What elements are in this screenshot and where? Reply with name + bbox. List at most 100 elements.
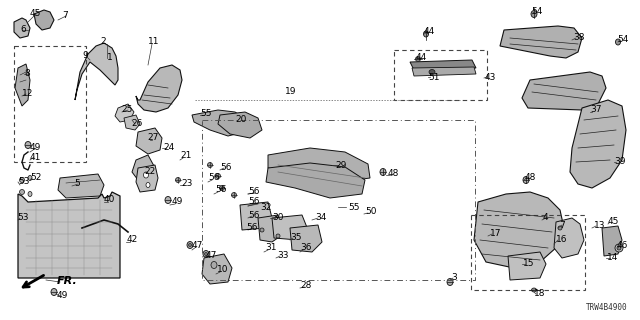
Text: 18: 18: [534, 290, 545, 299]
Ellipse shape: [558, 226, 562, 230]
Ellipse shape: [216, 173, 221, 179]
Polygon shape: [192, 110, 248, 136]
Text: 45: 45: [30, 10, 42, 19]
Ellipse shape: [207, 163, 212, 167]
Text: 52: 52: [30, 173, 42, 182]
Text: 31: 31: [265, 244, 276, 252]
Ellipse shape: [28, 191, 32, 196]
Text: 54: 54: [531, 7, 542, 17]
Text: 25: 25: [121, 106, 132, 115]
Polygon shape: [136, 165, 158, 192]
Text: 30: 30: [272, 213, 284, 222]
Ellipse shape: [28, 220, 32, 225]
Text: 13: 13: [594, 221, 605, 230]
Text: 55: 55: [348, 203, 360, 212]
Ellipse shape: [429, 69, 435, 75]
Text: 39: 39: [614, 157, 625, 166]
Text: 49: 49: [57, 292, 68, 300]
Text: 42: 42: [127, 236, 138, 244]
Text: 47: 47: [206, 251, 218, 260]
Polygon shape: [58, 174, 104, 198]
Text: 23: 23: [181, 179, 193, 188]
Text: 20: 20: [235, 116, 246, 124]
Ellipse shape: [380, 169, 386, 175]
Text: 53: 53: [17, 213, 29, 222]
Text: 14: 14: [607, 252, 618, 261]
Text: 26: 26: [131, 118, 142, 127]
Text: 27: 27: [147, 133, 158, 142]
Ellipse shape: [415, 57, 420, 61]
Ellipse shape: [232, 193, 237, 197]
Text: 4: 4: [543, 213, 548, 222]
Polygon shape: [115, 104, 134, 122]
Text: TRW4B4900: TRW4B4900: [586, 303, 628, 312]
Text: 44: 44: [416, 52, 428, 61]
Polygon shape: [410, 60, 476, 70]
Text: 48: 48: [525, 173, 536, 182]
Text: 56: 56: [248, 197, 259, 206]
Text: 56: 56: [248, 211, 259, 220]
Polygon shape: [570, 100, 626, 188]
Text: 16: 16: [556, 236, 568, 244]
Ellipse shape: [187, 242, 193, 249]
Polygon shape: [266, 163, 365, 198]
Polygon shape: [474, 192, 564, 268]
Text: 48: 48: [388, 170, 399, 179]
Text: 8: 8: [24, 69, 29, 78]
Ellipse shape: [51, 289, 57, 295]
Polygon shape: [412, 67, 476, 76]
Text: 44: 44: [424, 28, 435, 36]
Bar: [471, 215, 585, 290]
Text: 36: 36: [300, 244, 312, 252]
Polygon shape: [602, 226, 622, 256]
Ellipse shape: [424, 31, 429, 37]
Ellipse shape: [203, 251, 209, 258]
Polygon shape: [202, 254, 232, 284]
Ellipse shape: [146, 182, 150, 188]
Text: 10: 10: [217, 266, 228, 275]
Text: 3: 3: [451, 274, 457, 283]
Polygon shape: [14, 18, 30, 38]
Bar: [14, 46, 86, 162]
Ellipse shape: [617, 246, 621, 250]
Text: 56: 56: [246, 223, 257, 233]
Ellipse shape: [175, 178, 180, 182]
Text: 11: 11: [148, 37, 159, 46]
Polygon shape: [75, 43, 118, 100]
Text: 45: 45: [608, 218, 620, 227]
Ellipse shape: [28, 175, 32, 180]
Ellipse shape: [447, 278, 453, 285]
Text: 55: 55: [200, 108, 211, 117]
Text: 56: 56: [208, 173, 220, 182]
Text: 41: 41: [30, 153, 42, 162]
Text: 24: 24: [163, 143, 174, 153]
Ellipse shape: [205, 252, 207, 255]
Ellipse shape: [165, 196, 171, 204]
Text: FR.: FR.: [57, 276, 77, 286]
Text: 21: 21: [180, 150, 191, 159]
Text: 9: 9: [82, 51, 88, 60]
Text: 7: 7: [559, 220, 564, 229]
Text: 2: 2: [100, 37, 106, 46]
Polygon shape: [34, 10, 54, 30]
Polygon shape: [554, 218, 584, 258]
Text: 15: 15: [523, 260, 534, 268]
Text: 49: 49: [30, 143, 42, 153]
Polygon shape: [15, 64, 30, 106]
Polygon shape: [258, 215, 282, 242]
Ellipse shape: [531, 11, 537, 18]
Ellipse shape: [28, 205, 32, 211]
Polygon shape: [268, 148, 370, 182]
Ellipse shape: [211, 261, 217, 268]
Ellipse shape: [220, 186, 225, 190]
Text: 51: 51: [428, 73, 440, 82]
Text: 38: 38: [573, 34, 584, 43]
Text: 34: 34: [315, 213, 326, 222]
Text: 1: 1: [107, 52, 113, 61]
Ellipse shape: [616, 39, 621, 45]
Text: 22: 22: [144, 167, 156, 177]
Polygon shape: [18, 192, 120, 278]
Ellipse shape: [19, 223, 24, 228]
Ellipse shape: [189, 244, 191, 246]
Text: 33: 33: [277, 251, 289, 260]
